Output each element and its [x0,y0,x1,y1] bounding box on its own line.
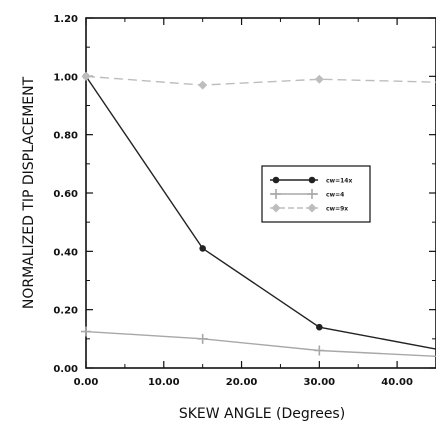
y-axis-title: NORMALIZED TIP DISPLACEMENT [21,76,37,309]
data-point [81,71,91,81]
legend-marker [272,176,280,184]
data-point [197,333,208,344]
legend-marker [271,203,281,213]
y-tick-label: 0.20 [53,306,78,317]
legend: cw=14x cw=4 cw=9x [261,165,371,223]
series-line [85,75,436,86]
series-1 [82,73,436,350]
data-point [81,326,91,337]
legend-label: cw=9x [326,206,348,213]
data-point [199,245,206,252]
y-tick-label: 0.60 [53,189,78,200]
data-point [316,323,323,331]
x-tick-label: 30.00 [304,377,336,388]
y-tick-label: 0.80 [53,131,78,142]
data-point [314,74,324,84]
legend-marker [307,203,317,213]
x-axis-ticks: 0.00 10.00 20.00 30.00 40.00 [74,18,413,388]
series-2 [81,326,436,358]
x-axis-title: SKEW ANGLE (Degrees) [179,406,345,422]
series-line [85,75,436,350]
series-3 [81,71,436,90]
legend-marker [271,189,281,199]
x-tick-label: 40.00 [381,377,413,388]
y-tick-label: 0.40 [53,247,78,258]
y-tick-label: 1.20 [53,14,78,25]
series-group [81,71,436,358]
x-tick-label: 20.00 [226,377,258,388]
data-point [314,345,325,356]
x-tick-label: 0.00 [74,377,99,388]
y-tick-label: 1.00 [53,72,78,83]
data-point [198,80,208,90]
y-axis-ticks: 0.00 0.20 0.40 0.60 0.80 1.00 1.20 [53,14,436,375]
legend-label: cw=4 [326,192,344,199]
y-tick-label: 0.00 [53,364,78,375]
series-line [85,330,436,358]
legend-marker [307,189,317,199]
legend-marker [308,176,316,184]
legend-label: cw=14x [326,178,352,185]
plot-frame [85,17,436,369]
x-tick-label: 10.00 [148,377,180,388]
